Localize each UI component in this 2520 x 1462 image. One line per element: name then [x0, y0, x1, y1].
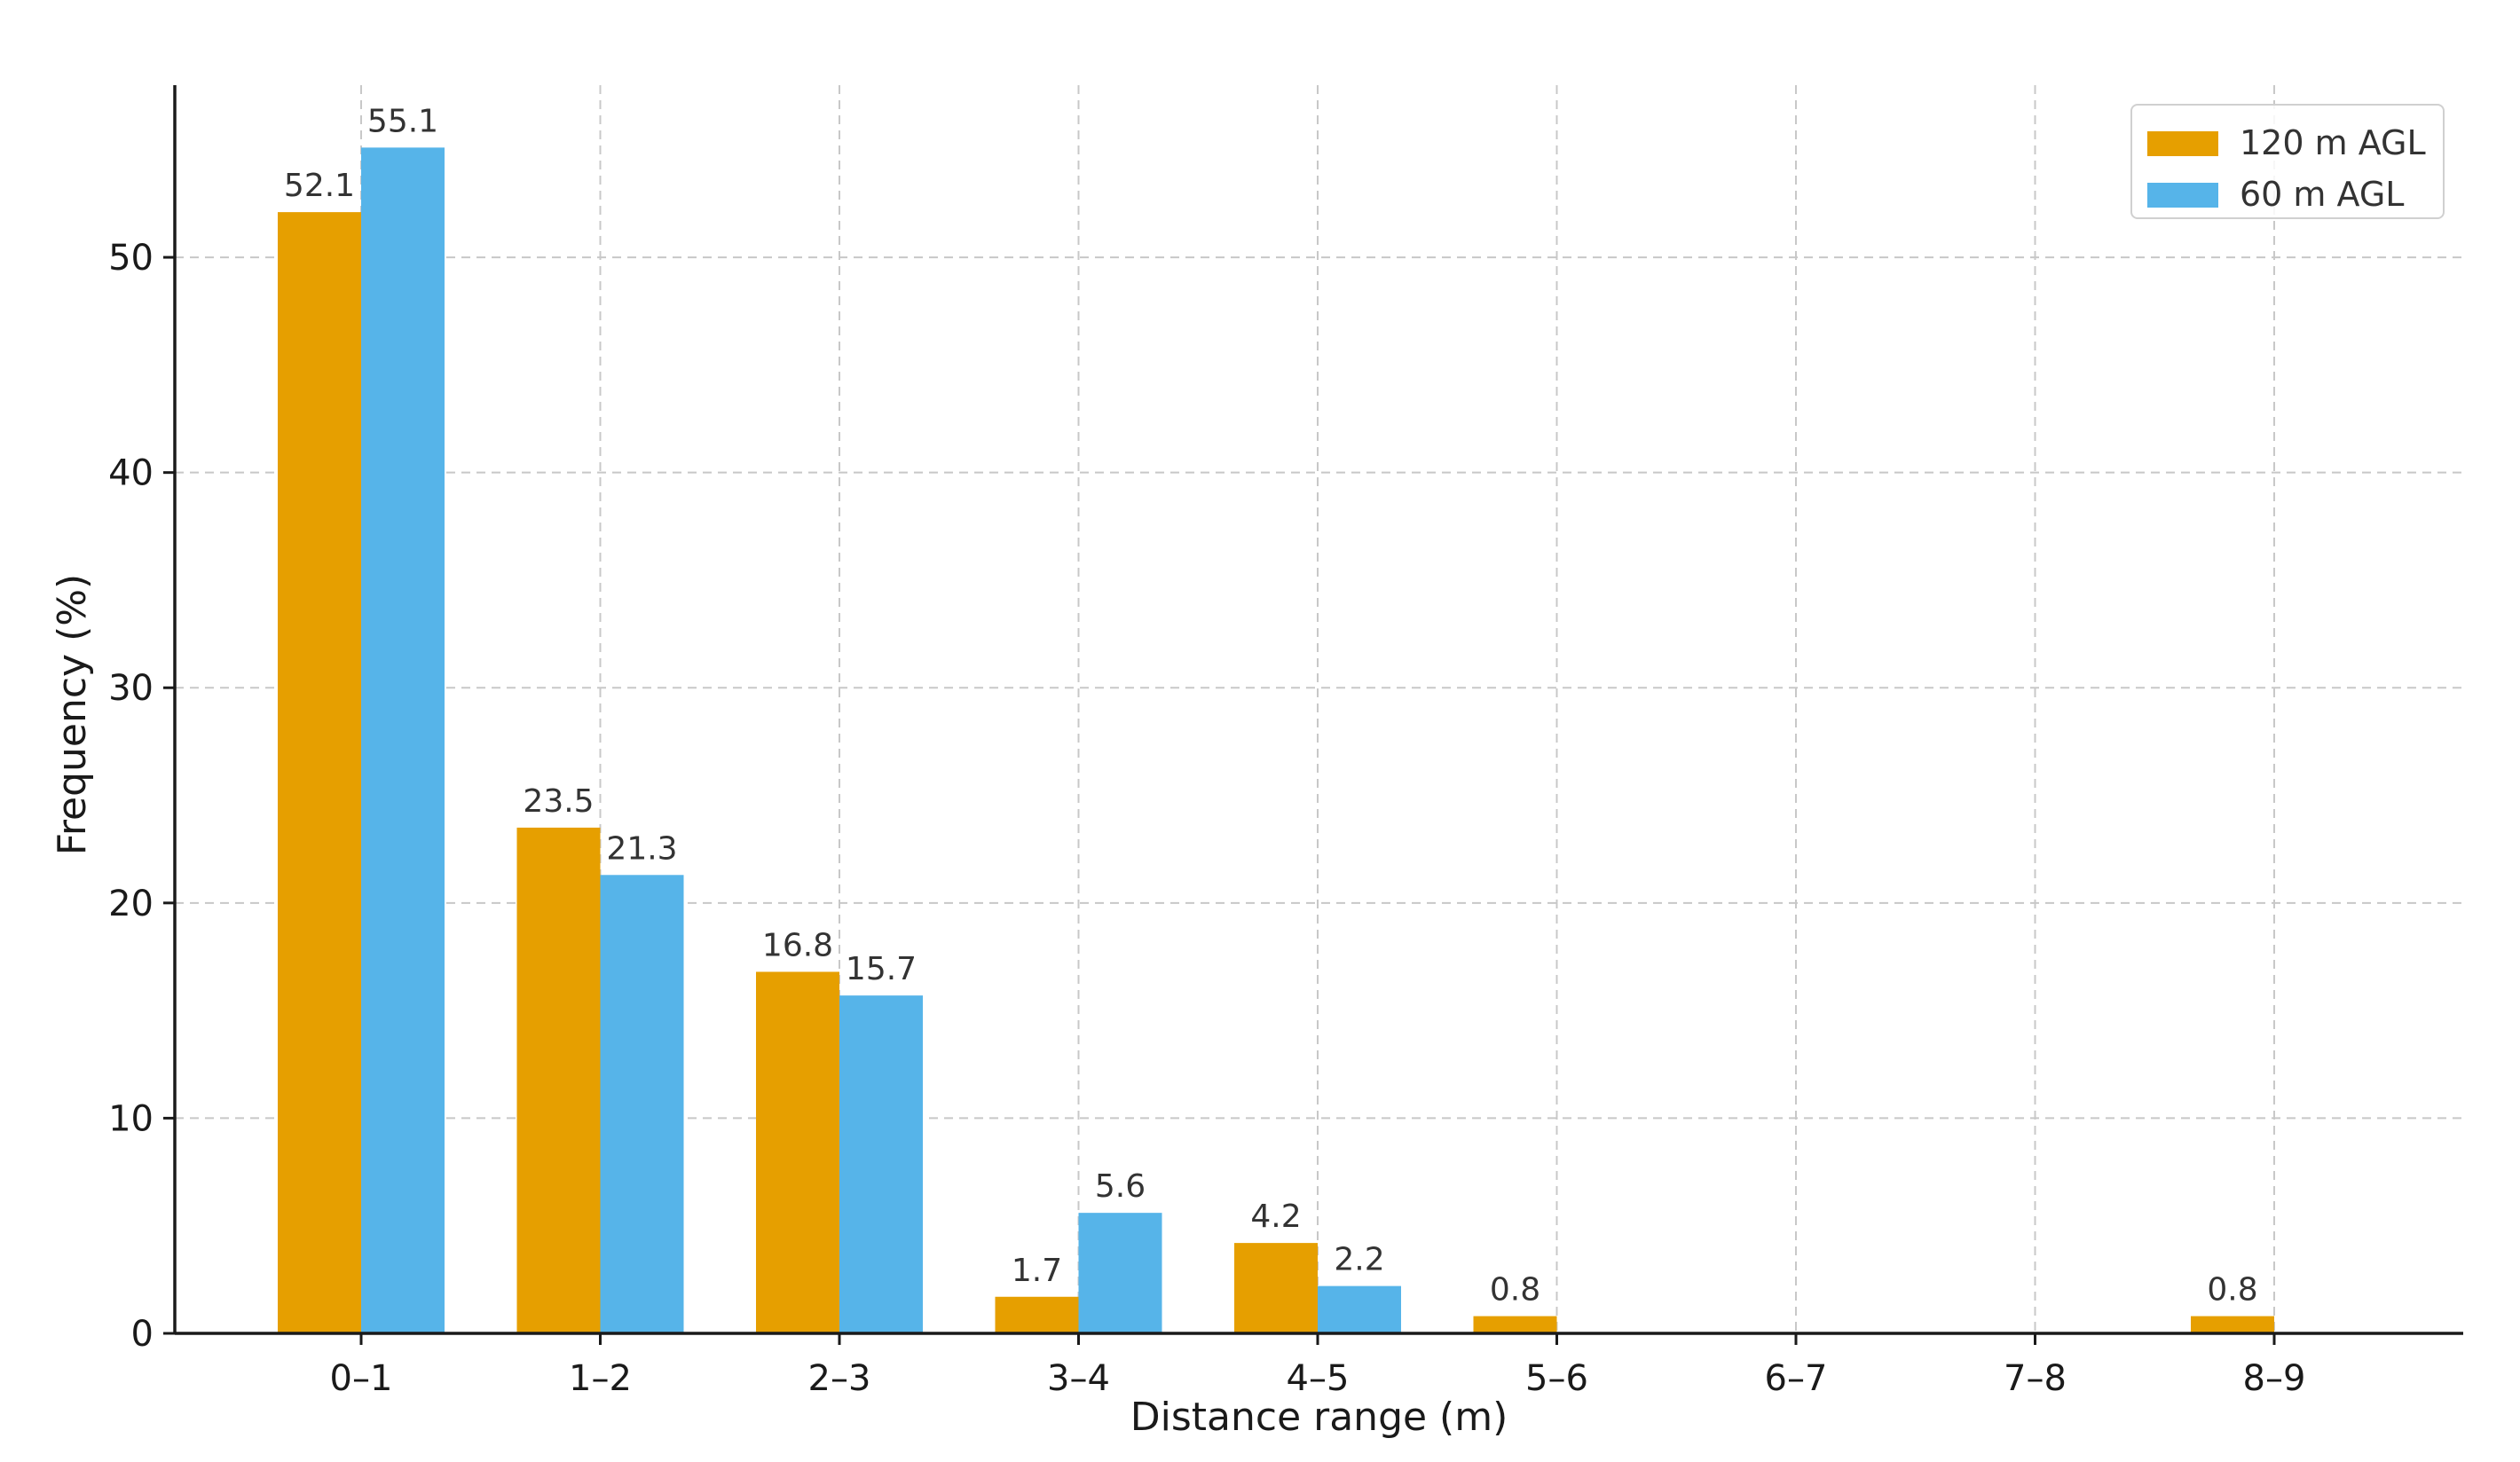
- x-tick-label: 3–4: [1047, 1358, 1110, 1399]
- bar: [516, 827, 601, 1333]
- bar: [1078, 1213, 1162, 1333]
- legend-label: 60 m AGL: [2240, 175, 2404, 214]
- legend-swatch: [2147, 183, 2218, 208]
- legend-label: 120 m AGL: [2240, 123, 2426, 162]
- bar-value-label: 0.8: [2207, 1272, 2257, 1309]
- x-tick-label: 6–7: [1765, 1358, 1828, 1399]
- x-tick-label: 8–9: [2243, 1358, 2306, 1399]
- bar-labels: 52.1 23.5 16.8 1.7 4.2 0.8 0.8 55.1 21.3 15.7 5.6 2…: [284, 103, 2258, 1308]
- bar: [756, 971, 839, 1333]
- legend-item: 60 m AGL: [2147, 175, 2404, 214]
- y-tick-label: 10: [108, 1098, 154, 1139]
- bar-value-label: 4.2: [1250, 1199, 1301, 1235]
- x-ticks: 0–1 1–2 2–3 3–4 4–5 5–6 6–7 7–8 8–9: [330, 1333, 2306, 1399]
- bar: [2191, 1316, 2274, 1333]
- bar: [839, 995, 923, 1333]
- bar: [1234, 1243, 1318, 1333]
- x-tick-label: 1–2: [569, 1358, 632, 1399]
- y-tick-label: 20: [108, 884, 154, 924]
- legend-item: 120 m AGL: [2147, 123, 2426, 162]
- bar-value-label: 5.6: [1095, 1168, 1146, 1205]
- legend: 120 m AGL 60 m AGL: [2130, 104, 2445, 219]
- bar-value-label: 23.5: [523, 783, 594, 820]
- y-axis-title: Frequency (%): [50, 574, 95, 855]
- x-axis-title: Distance range (m): [1130, 1395, 1508, 1440]
- legend-items: 120 m AGL 60 m AGL: [2147, 123, 2426, 214]
- y-tick-label: 30: [108, 668, 154, 709]
- bar: [1473, 1316, 1557, 1333]
- bar-value-label: 16.8: [762, 927, 833, 963]
- bar: [995, 1296, 1079, 1333]
- x-tick-label: 0–1: [330, 1358, 393, 1399]
- bar-value-label: 1.7: [1012, 1253, 1062, 1289]
- x-tick-label: 7–8: [2004, 1358, 2067, 1399]
- bar-value-label: 21.3: [606, 830, 677, 867]
- bar: [1318, 1285, 1401, 1333]
- bar: [278, 212, 361, 1333]
- legend-swatch: [2147, 131, 2218, 156]
- bar-value-label: 15.7: [846, 951, 917, 987]
- bar-value-label: 2.2: [1334, 1242, 1384, 1278]
- y-ticks: 0 10 20 30 40 50: [108, 238, 175, 1355]
- y-tick-label: 0: [131, 1314, 154, 1355]
- x-tick-label: 5–6: [1525, 1358, 1588, 1399]
- bar: [361, 147, 445, 1334]
- bar: [600, 875, 684, 1333]
- x-tick-label: 2–3: [808, 1358, 871, 1399]
- bars: [278, 147, 2274, 1334]
- y-tick-label: 40: [108, 453, 154, 494]
- bar-value-label: 52.1: [284, 168, 355, 204]
- bar-value-label: 55.1: [367, 103, 438, 139]
- y-tick-label: 50: [108, 238, 154, 279]
- x-tick-label: 4–5: [1287, 1358, 1350, 1399]
- bar-value-label: 0.8: [1490, 1272, 1540, 1309]
